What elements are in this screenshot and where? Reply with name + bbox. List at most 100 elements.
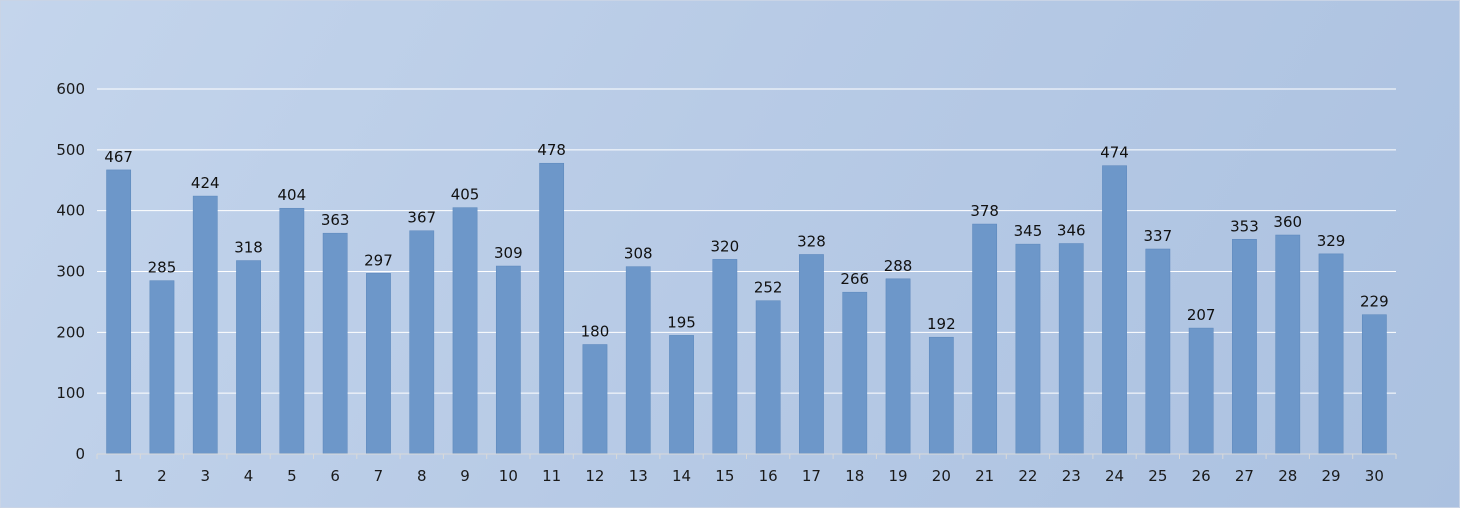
bar — [106, 169, 132, 455]
x-tick-label: 7 — [374, 467, 384, 485]
bar — [366, 273, 391, 455]
bar — [1275, 234, 1301, 455]
x-tick-label: 19 — [889, 467, 908, 485]
data-label: 337 — [1144, 227, 1173, 245]
bar — [495, 265, 521, 455]
bar — [1188, 327, 1214, 455]
x-tick-label: 11 — [542, 467, 561, 485]
data-label: 288 — [884, 257, 913, 275]
data-label: 367 — [407, 209, 436, 227]
data-label: 207 — [1187, 306, 1216, 324]
bar — [928, 336, 954, 455]
bar — [625, 266, 651, 455]
x-tick-label: 15 — [715, 467, 734, 485]
data-label: 474 — [1100, 144, 1129, 162]
x-tick-label: 30 — [1365, 467, 1384, 485]
bar — [236, 260, 261, 455]
y-tick-label: 600 — [56, 80, 85, 98]
data-label: 378 — [970, 202, 999, 220]
data-label: 478 — [537, 141, 566, 159]
gridlines — [97, 88, 1396, 394]
data-label: 318 — [234, 239, 263, 257]
y-tick-label: 500 — [56, 141, 85, 159]
x-tick-label: 4 — [244, 467, 254, 485]
bar — [669, 335, 694, 455]
bar — [409, 230, 435, 455]
data-label: 353 — [1230, 217, 1259, 235]
data-label: 297 — [364, 251, 393, 269]
x-tick-label: 14 — [672, 467, 691, 485]
x-tick-label: 18 — [845, 467, 864, 485]
data-label: 229 — [1360, 293, 1389, 311]
bar — [582, 344, 608, 455]
bar — [1015, 243, 1041, 455]
x-tick-label: 13 — [629, 467, 648, 485]
x-tick-label: 20 — [932, 467, 951, 485]
x-tick-label: 23 — [1062, 467, 1081, 485]
data-label: 266 — [840, 270, 869, 288]
x-tick-label: 27 — [1235, 467, 1254, 485]
data-label: 360 — [1273, 213, 1302, 231]
data-label: 363 — [321, 211, 350, 229]
x-tick-label: 16 — [759, 467, 778, 485]
data-label: 192 — [927, 315, 956, 333]
data-label: 424 — [191, 174, 220, 192]
bar — [452, 207, 478, 455]
x-tick-label: 29 — [1322, 467, 1341, 485]
bar — [1232, 239, 1257, 455]
data-label: 346 — [1057, 222, 1086, 240]
y-axis-tick-labels: 0 100 200 300 400 500 600 — [56, 80, 85, 463]
x-tick-label: 10 — [499, 467, 518, 485]
x-tick-label: 24 — [1105, 467, 1124, 485]
x-tick-label: 3 — [200, 467, 210, 485]
bar — [192, 195, 218, 455]
bar — [149, 280, 175, 455]
y-tick-label: 100 — [56, 384, 85, 402]
x-tick-label: 26 — [1192, 467, 1211, 485]
data-label: 309 — [494, 244, 523, 262]
data-label: 320 — [711, 237, 740, 255]
x-tick-label: 9 — [460, 467, 470, 485]
x-axis — [96, 453, 1397, 459]
data-labels: 467 285 424 318 404 363 297 367 405 309 478 180 308 1… — [104, 141, 1388, 340]
bar — [1318, 253, 1344, 455]
data-label: 405 — [451, 186, 480, 204]
y-tick-label: 0 — [75, 445, 85, 463]
x-tick-label: 12 — [585, 467, 604, 485]
y-tick-label: 300 — [56, 263, 85, 281]
bar — [1361, 314, 1387, 455]
x-tick-label: 6 — [330, 467, 340, 485]
bar — [885, 278, 911, 455]
data-label: 195 — [667, 313, 696, 331]
y-tick-label: 200 — [56, 323, 85, 341]
data-label: 329 — [1317, 232, 1346, 250]
bar — [972, 223, 998, 455]
bar — [799, 254, 824, 455]
bar — [1058, 243, 1084, 455]
data-label: 467 — [104, 148, 133, 166]
x-tick-label: 17 — [802, 467, 821, 485]
data-label: 180 — [581, 323, 610, 341]
data-label: 308 — [624, 245, 653, 263]
data-label: 404 — [278, 186, 307, 204]
data-label: 252 — [754, 279, 783, 297]
data-label: 345 — [1014, 222, 1043, 240]
bar — [539, 162, 565, 455]
bar — [755, 300, 781, 455]
x-tick-label: 5 — [287, 467, 297, 485]
bar — [842, 291, 868, 455]
x-tick-label: 21 — [975, 467, 994, 485]
bar — [279, 207, 305, 455]
x-tick-label: 28 — [1278, 467, 1297, 485]
bar — [1145, 248, 1171, 455]
x-tick-label: 2 — [157, 467, 167, 485]
data-label: 328 — [797, 232, 826, 250]
y-tick-label: 400 — [56, 202, 85, 220]
x-tick-label: 1 — [114, 467, 124, 485]
x-tick-label: 25 — [1148, 467, 1167, 485]
x-tick-label: 22 — [1018, 467, 1037, 485]
bars — [106, 162, 1387, 455]
bar — [322, 232, 348, 455]
